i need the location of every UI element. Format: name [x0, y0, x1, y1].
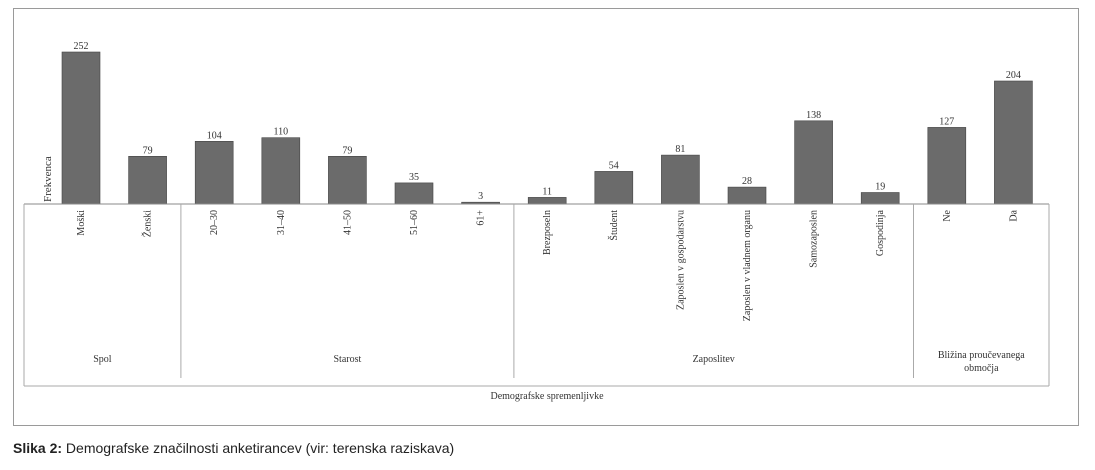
group-label: Zaposlitev	[693, 354, 735, 365]
bar-value-label: 35	[409, 172, 419, 183]
bar-value-label: 104	[207, 130, 222, 141]
group-label: Bližina proučevanega območja	[938, 350, 1025, 374]
bar-chart: 252 79 104 110 79 35 3 11 54 81 28 138 19 127 204 Spol…	[23, 41, 1050, 402]
bar-value-label: 79	[342, 145, 352, 156]
figure-caption: Slika 2: Demografske značilnosti anketir…	[13, 440, 454, 456]
caption-text: Demografske značilnosti anketirancev (vi…	[65, 440, 455, 456]
bar-value-label: 81	[675, 144, 685, 155]
category-label: Zaposlen v gospodarstvu	[675, 210, 686, 310]
bar	[261, 137, 301, 205]
bar	[394, 182, 434, 205]
bar	[594, 171, 634, 205]
bar	[661, 154, 700, 205]
category-label: 31–40	[276, 210, 287, 235]
bar	[994, 80, 1033, 205]
category-table: Spol Starost Zaposlitev Bližina proučevaneg…	[23, 203, 1050, 387]
category-label: Moški	[76, 210, 87, 236]
category-label: Samozaposlen	[809, 210, 820, 268]
bar	[527, 197, 567, 205]
x-axis-label: Demografske spremenljivke	[490, 391, 604, 402]
category-label: Študent	[608, 210, 620, 241]
bar-value-label: 11	[542, 186, 552, 197]
caption-label: Slika 2:	[13, 440, 63, 456]
bar-value-label: 28	[742, 176, 752, 187]
bar-value-label: 127	[939, 116, 954, 127]
bar	[61, 51, 101, 205]
category-label: 20–30	[209, 210, 220, 235]
bar-value-label: 110	[273, 127, 288, 138]
category-label: Brezposeln	[542, 210, 553, 255]
figure-frame: 252 79 104 110 79 35 3 11 54 81 28 138 19 127 204 Spol…	[13, 8, 1079, 426]
bar	[860, 192, 900, 205]
category-label: Ženski	[142, 210, 154, 237]
category-label: Gospodinja	[875, 209, 886, 256]
group-label: Spol	[93, 354, 112, 365]
y-axis-label: Frekvenca	[42, 156, 54, 202]
category-label: 51–60	[409, 210, 420, 235]
bar	[194, 141, 234, 205]
category-label: 41–50	[342, 210, 353, 235]
bar	[794, 120, 833, 205]
bar-value-label: 138	[806, 110, 821, 121]
category-label: Ne	[942, 209, 953, 221]
bar	[328, 156, 367, 205]
bar	[727, 186, 767, 205]
bars-layer	[61, 51, 1033, 205]
bar-value-label: 19	[875, 182, 885, 193]
value-labels-layer: 252 79 104 110 79 35 3 11 54 81 28 138 19 127 204	[74, 41, 1021, 202]
category-label: Da	[1008, 209, 1019, 221]
category-label: Zaposlen v vladnem organu	[742, 210, 753, 321]
bar	[927, 127, 967, 205]
bar-value-label: 79	[143, 145, 153, 156]
category-label: 61+	[476, 210, 487, 226]
bar-value-label: 54	[609, 160, 619, 171]
bar-value-label: 252	[74, 41, 89, 52]
bar-value-label: 204	[1006, 70, 1021, 81]
bar	[128, 156, 167, 205]
bar-value-label: 3	[478, 191, 483, 202]
group-label: Starost	[334, 354, 362, 365]
